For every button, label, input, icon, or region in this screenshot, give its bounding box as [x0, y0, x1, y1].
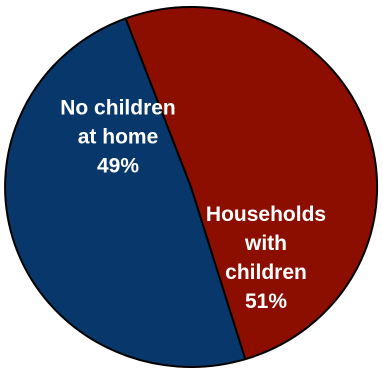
pie-slices	[4, 5, 379, 368]
slice-label-line: children	[225, 261, 307, 284]
slice-label-with-children: Households with children 51%	[206, 203, 326, 313]
slice-label-line: 51%	[245, 290, 287, 313]
slice-label-line: Households	[206, 203, 326, 226]
pie-labels: No children at home 49% Households with child…	[60, 97, 326, 314]
slice-label-line: at home	[78, 126, 159, 149]
slice-label-line: No children	[60, 97, 176, 120]
slice-label-no-children: No children at home 49%	[60, 97, 176, 178]
slice-label-line: with	[244, 232, 287, 255]
slice-label-line: 49%	[97, 155, 139, 178]
pie-slice-households-with-children	[124, 5, 379, 361]
pie-slice-no-children-at-home	[4, 17, 247, 368]
